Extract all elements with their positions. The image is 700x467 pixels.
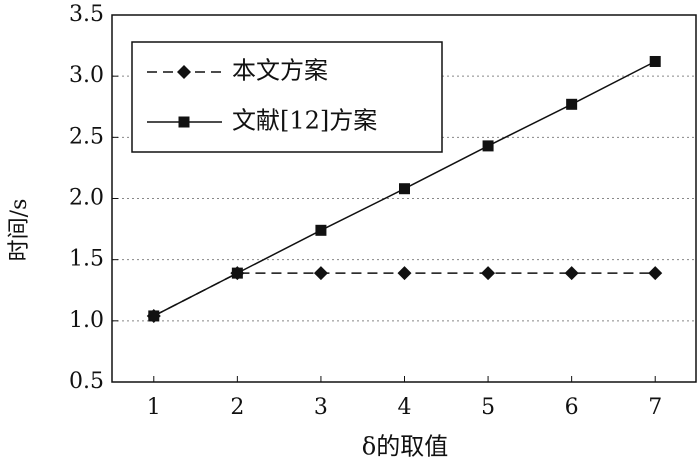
marker bbox=[566, 98, 578, 110]
legend-label: 文献[12]方案 bbox=[232, 107, 377, 135]
marker bbox=[178, 116, 190, 128]
x-axis-label: δ的取值 bbox=[362, 433, 448, 461]
legend-label: 本文方案 bbox=[232, 57, 328, 85]
y-tick-label: 1.5 bbox=[69, 247, 104, 272]
marker bbox=[648, 266, 663, 281]
x-tick-label: 1 bbox=[147, 395, 161, 420]
marker bbox=[315, 224, 327, 236]
x-tick-label: 3 bbox=[314, 395, 328, 420]
legend-box bbox=[131, 41, 443, 153]
x-tick-label: 4 bbox=[398, 395, 412, 420]
marker bbox=[564, 266, 579, 281]
marker bbox=[148, 310, 160, 322]
marker bbox=[399, 183, 410, 195]
marker bbox=[313, 266, 328, 281]
marker bbox=[177, 65, 191, 79]
x-tick-label: 6 bbox=[565, 395, 579, 420]
y-tick-label: 3.5 bbox=[69, 2, 104, 27]
marker bbox=[397, 266, 412, 281]
y-axis-label: 时间/s bbox=[7, 199, 32, 262]
y-tick-label: 2.0 bbox=[69, 186, 104, 211]
marker bbox=[649, 55, 661, 67]
y-tick-label: 3.0 bbox=[69, 63, 104, 88]
marker bbox=[481, 266, 496, 281]
marker bbox=[231, 267, 243, 279]
y-tick-label: 2.5 bbox=[69, 124, 104, 149]
plot-frame bbox=[111, 14, 697, 383]
y-tick-label: 1.0 bbox=[69, 308, 104, 333]
marker bbox=[482, 140, 494, 152]
x-tick-label: 7 bbox=[648, 395, 662, 420]
y-tick-label: 0.5 bbox=[69, 369, 104, 394]
x-tick-label: 5 bbox=[481, 395, 495, 420]
x-tick-label: 2 bbox=[230, 395, 244, 420]
